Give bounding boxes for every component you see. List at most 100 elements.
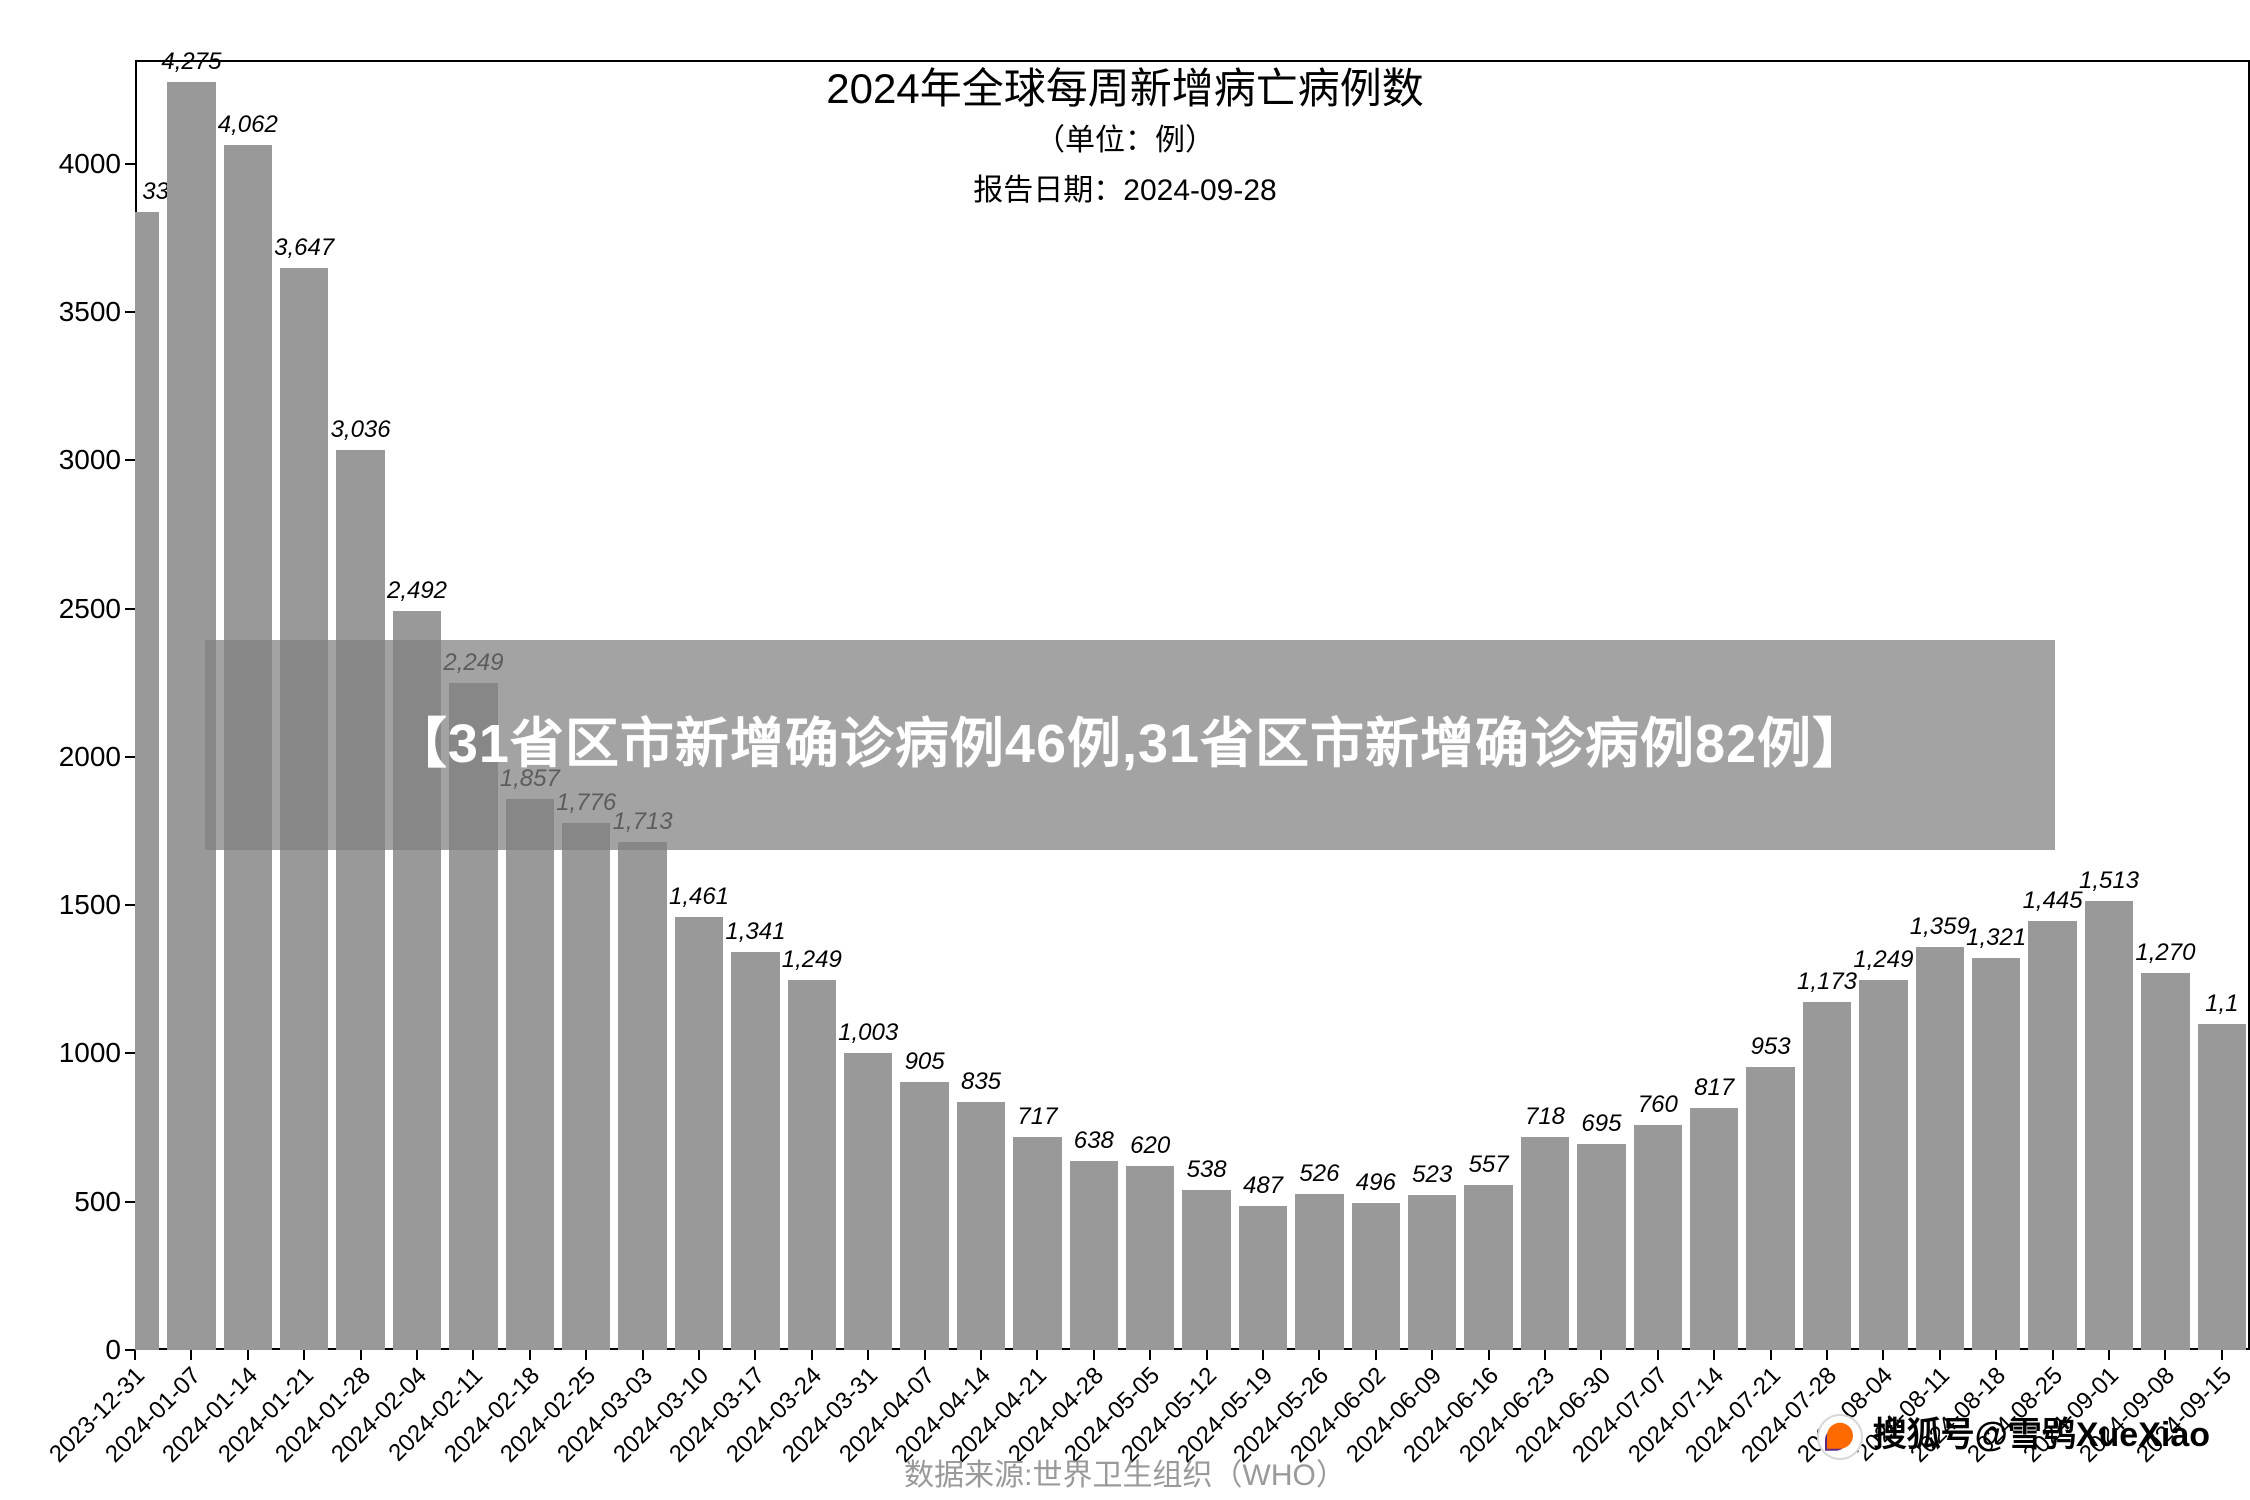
- bar-value-label: 1,445: [2023, 887, 2083, 915]
- x-tick-mark: [472, 1350, 474, 1360]
- bar: [1690, 1108, 1739, 1350]
- bar-value-label: 953: [1751, 1033, 1791, 1061]
- bar: [731, 952, 780, 1350]
- x-tick-mark: [2108, 1350, 2110, 1360]
- bar-value-label: 3,647: [274, 234, 334, 262]
- bar: [1803, 1002, 1852, 1350]
- headline-overlay: 【31省区市新增确诊病例46例,31省区市新增确诊病例82例】: [205, 640, 2055, 850]
- x-tick-mark: [303, 1350, 305, 1360]
- y-tick-mark: [125, 904, 135, 906]
- bar-value-label: 817: [1694, 1074, 1734, 1102]
- x-tick-mark: [924, 1350, 926, 1360]
- y-tick-mark: [125, 1052, 135, 1054]
- x-tick-mark: [585, 1350, 587, 1360]
- bar: [1182, 1190, 1231, 1350]
- data-source-footer: 数据来源:世界卫生组织（WHO）: [0, 1450, 2250, 1494]
- bar: [1916, 947, 1965, 1350]
- y-tick-label: 500: [74, 1186, 121, 1218]
- bar: [2028, 921, 2077, 1350]
- bar: [788, 980, 837, 1350]
- y-tick-mark: [125, 1201, 135, 1203]
- bar-value-label: 4,275: [161, 48, 221, 76]
- bar-value-label: 3,036: [331, 416, 391, 444]
- x-tick-mark: [642, 1350, 644, 1360]
- bar: [336, 450, 385, 1350]
- x-tick-mark: [190, 1350, 192, 1360]
- bar-value-label: 1,003: [838, 1019, 898, 1047]
- y-tick-mark: [125, 163, 135, 165]
- x-tick-mark: [2221, 1350, 2223, 1360]
- x-tick-mark: [1375, 1350, 1377, 1360]
- x-tick-mark: [134, 1350, 136, 1360]
- y-tick-label: 1000: [59, 1037, 121, 1069]
- x-tick-mark: [1318, 1350, 1320, 1360]
- y-tick-label: 3000: [59, 444, 121, 476]
- x-tick-mark: [1939, 1350, 1941, 1360]
- y-tick-label: 2500: [59, 593, 121, 625]
- bar-value-label: 1,341: [725, 918, 785, 946]
- bar: [1408, 1195, 1457, 1350]
- y-tick-label: 3500: [59, 296, 121, 328]
- x-tick-mark: [1826, 1350, 1828, 1360]
- bar-value-label: 1,249: [1853, 946, 1913, 974]
- bar: [1746, 1067, 1795, 1350]
- watermark-text: 搜狐号@雪鸮XueXiao: [1873, 1416, 2210, 1454]
- x-tick-mark: [360, 1350, 362, 1360]
- x-tick-mark: [1488, 1350, 1490, 1360]
- x-tick-mark: [529, 1350, 531, 1360]
- headline-overlay-text: 【31省区市新增确诊病例46例,31省区市新增确诊病例82例】: [363, 711, 1897, 779]
- y-tick-mark: [125, 608, 135, 610]
- bar: [562, 823, 611, 1350]
- bar-value-label: 4,062: [218, 111, 278, 139]
- x-tick-mark: [1995, 1350, 1997, 1360]
- x-tick-mark: [1713, 1350, 1715, 1360]
- x-tick-mark: [1093, 1350, 1095, 1360]
- x-tick-mark: [2164, 1350, 2166, 1360]
- x-tick-mark: [1657, 1350, 1659, 1360]
- x-tick-mark: [867, 1350, 869, 1360]
- x-tick-mark: [811, 1350, 813, 1360]
- bar: [2085, 901, 2134, 1350]
- bar: [1634, 1125, 1683, 1350]
- x-tick-mark: [1882, 1350, 1884, 1360]
- bar-value-label: 620: [1130, 1132, 1170, 1160]
- bar-value-label: 695: [1581, 1110, 1621, 1138]
- bar: [135, 212, 159, 1350]
- y-tick-label: 4000: [59, 148, 121, 180]
- x-tick-mark: [1770, 1350, 1772, 1360]
- bar-value-label: 717: [1017, 1103, 1057, 1131]
- bar-value-label: 1,321: [1966, 924, 2026, 952]
- bar: [844, 1053, 893, 1350]
- x-tick-mark: [416, 1350, 418, 1360]
- bar: [1013, 1137, 1062, 1350]
- bar-value-label: 1,513: [2079, 867, 2139, 895]
- x-tick-mark: [1149, 1350, 1151, 1360]
- bar-value-label: 1,461: [669, 883, 729, 911]
- bar-value-label: 496: [1356, 1169, 1396, 1197]
- bar-value-label: 718: [1525, 1103, 1565, 1131]
- x-tick-mark: [1544, 1350, 1546, 1360]
- y-tick-label: 1500: [59, 889, 121, 921]
- bar: [675, 917, 724, 1350]
- y-tick-mark: [125, 459, 135, 461]
- bar: [1070, 1161, 1119, 1350]
- bar: [1521, 1137, 1570, 1350]
- x-tick-mark: [1600, 1350, 1602, 1360]
- y-tick-label: 2000: [59, 741, 121, 773]
- bar: [957, 1102, 1006, 1350]
- x-tick-mark: [247, 1350, 249, 1360]
- bar: [1126, 1166, 1175, 1350]
- x-tick-mark: [1262, 1350, 1264, 1360]
- bar-value-label: 557: [1469, 1151, 1509, 1179]
- bar: [618, 842, 667, 1350]
- x-tick-mark: [698, 1350, 700, 1360]
- y-tick-mark: [125, 756, 135, 758]
- bar-value-label: 526: [1299, 1160, 1339, 1188]
- bar: [1464, 1185, 1513, 1350]
- bar: [1352, 1203, 1401, 1350]
- bar-value-label: 487: [1243, 1172, 1283, 1200]
- bar: [1972, 958, 2021, 1350]
- bar-value-label: 638: [1074, 1127, 1114, 1155]
- bar-value-label: 523: [1412, 1161, 1452, 1189]
- x-tick-mark: [754, 1350, 756, 1360]
